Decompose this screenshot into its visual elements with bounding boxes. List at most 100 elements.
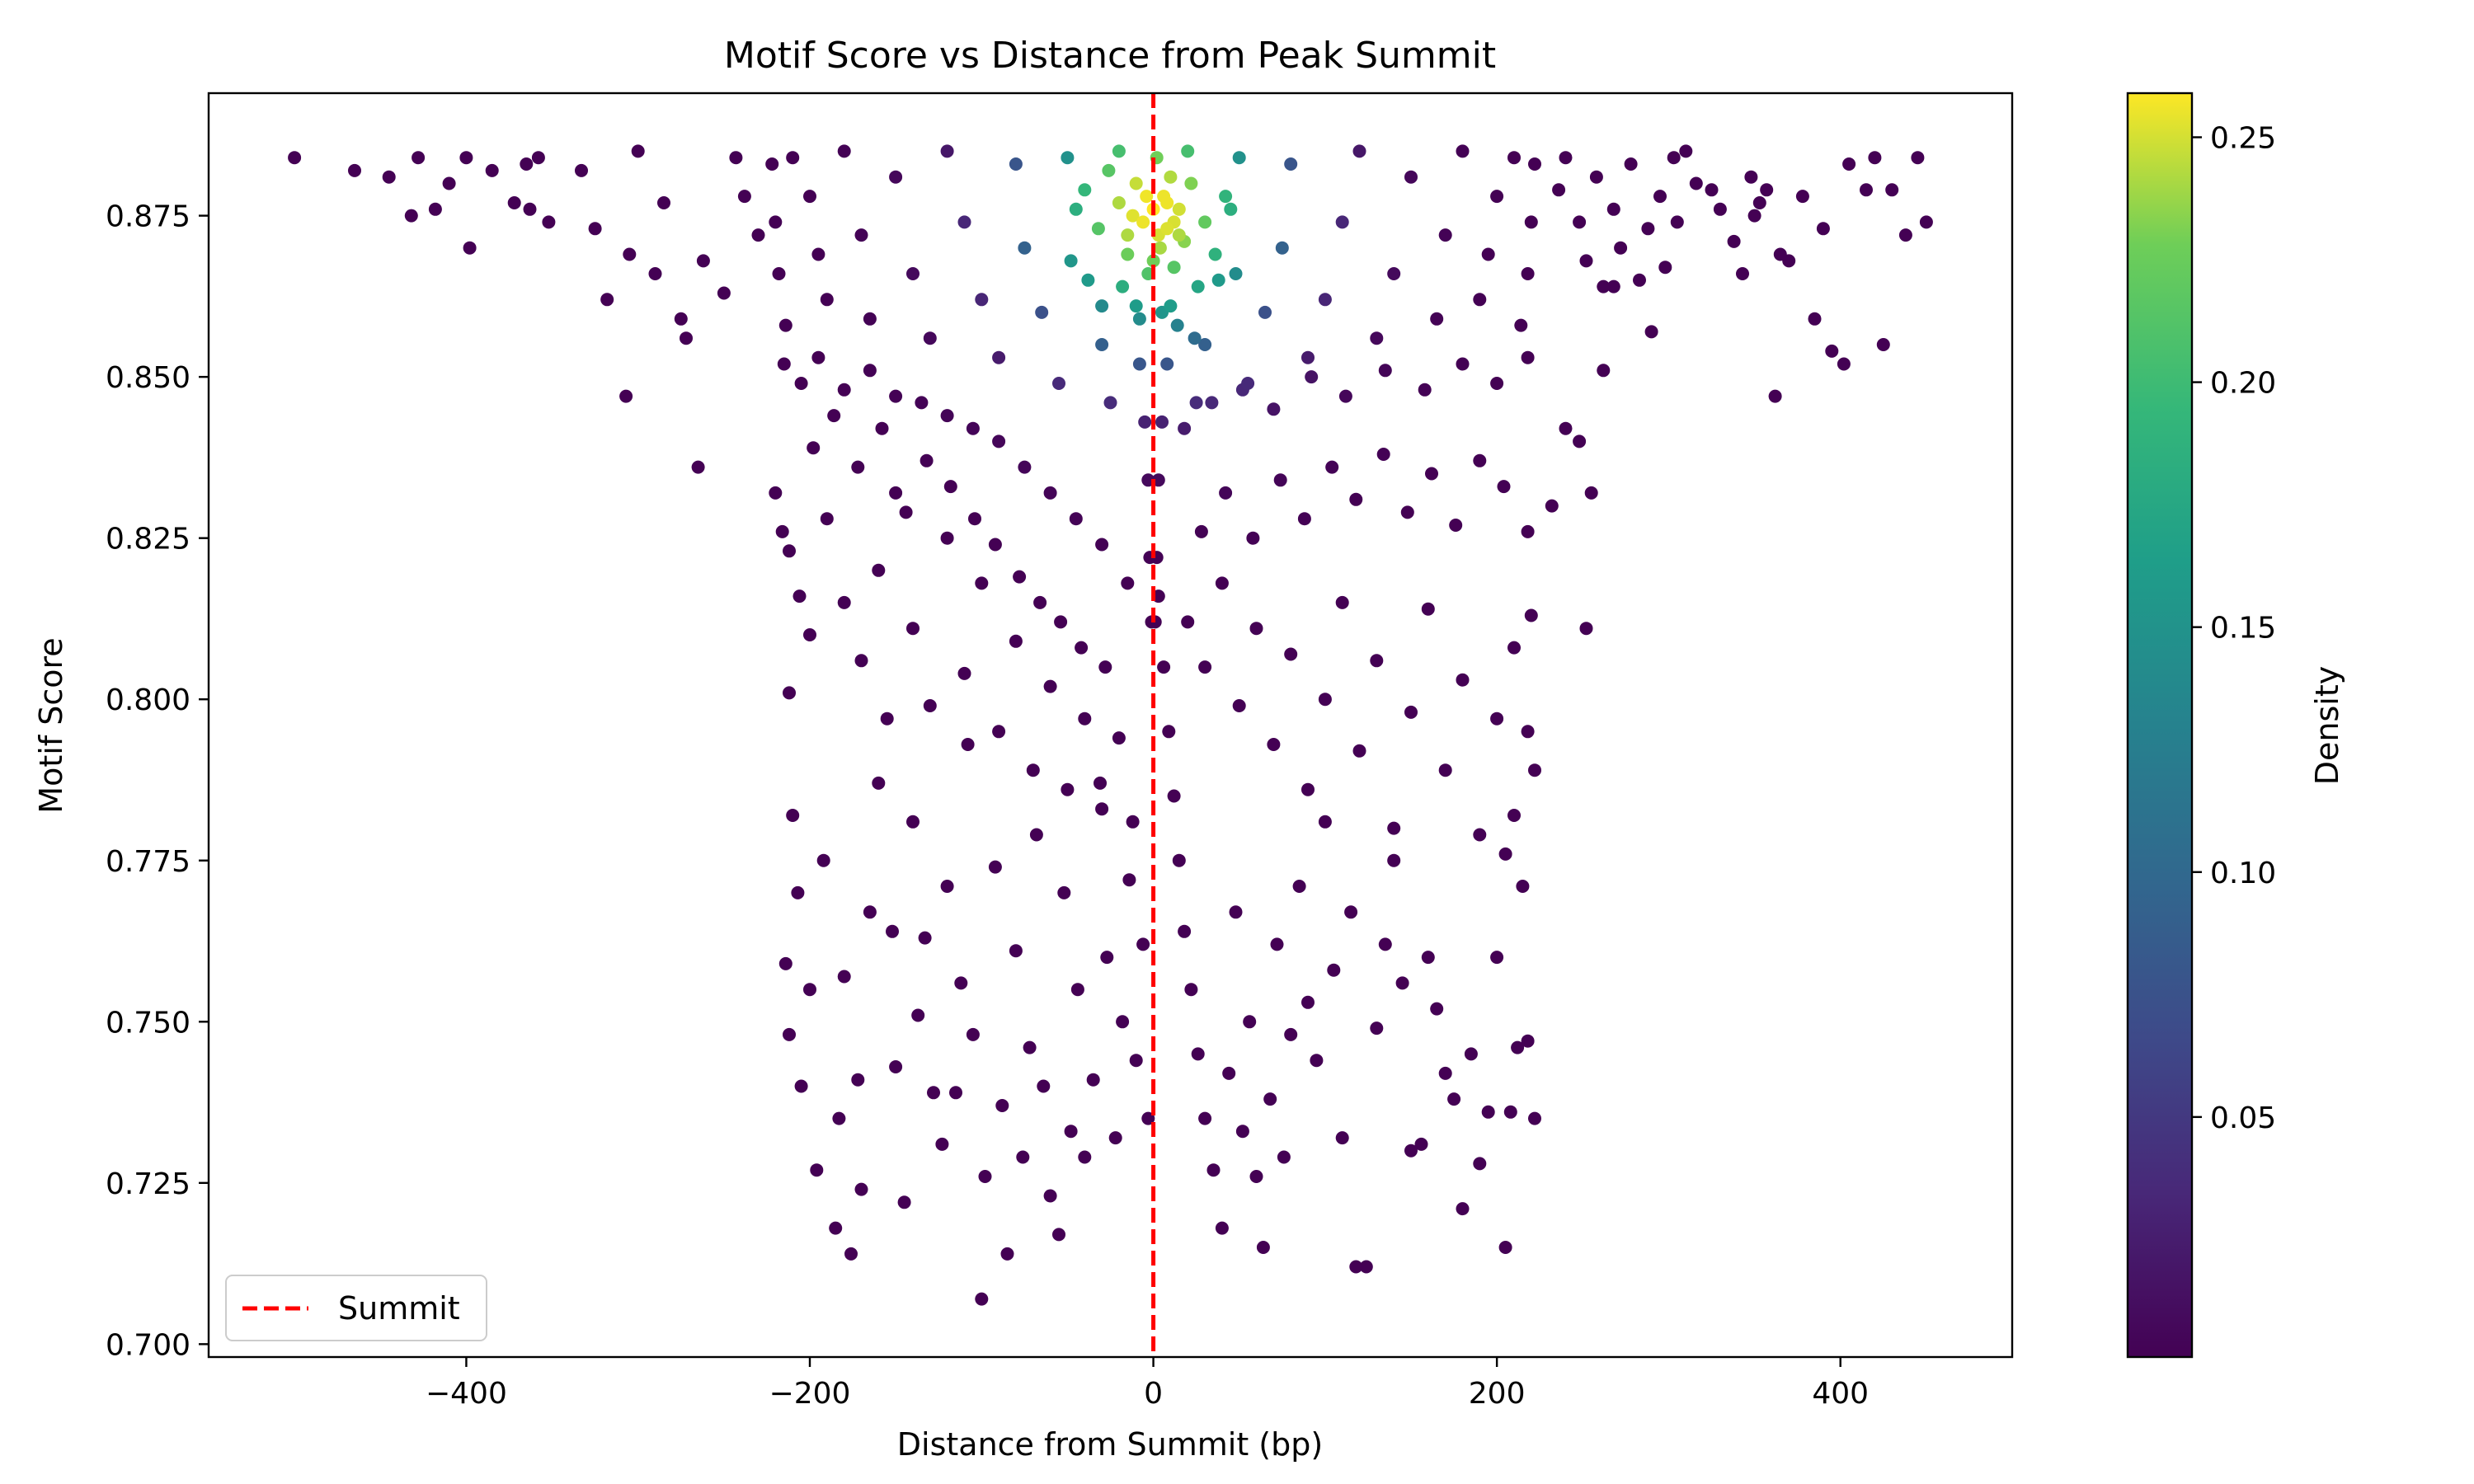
data-point — [1464, 1047, 1478, 1061]
legend-frame — [225, 1275, 487, 1341]
y-tick-label: 0.850 — [106, 361, 190, 395]
data-point — [1273, 473, 1287, 487]
data-point — [1497, 480, 1511, 494]
data-point — [906, 622, 920, 636]
data-point — [1075, 641, 1089, 655]
data-point — [1511, 1040, 1525, 1054]
data-point — [1132, 357, 1146, 371]
data-point — [949, 1086, 962, 1100]
data-point — [1078, 183, 1092, 197]
data-point — [1490, 190, 1504, 204]
data-point — [1000, 1247, 1014, 1261]
data-point — [1359, 1260, 1373, 1274]
data-point — [1507, 641, 1521, 655]
data-point — [1267, 402, 1281, 416]
data-point — [807, 441, 821, 455]
data-point — [1043, 679, 1057, 693]
data-point — [837, 595, 851, 609]
data-point — [1095, 802, 1109, 816]
data-point — [1121, 247, 1135, 261]
data-point — [691, 460, 705, 474]
data-point — [1026, 763, 1040, 777]
data-point — [1514, 318, 1528, 332]
colorbar-label: Density — [2309, 666, 2345, 785]
data-point — [657, 196, 670, 209]
data-point — [794, 1079, 808, 1093]
data-point — [1559, 421, 1573, 435]
data-point — [1153, 241, 1167, 255]
data-point — [957, 666, 971, 680]
data-point — [1795, 190, 1809, 204]
data-point — [1126, 209, 1140, 223]
data-point — [1301, 782, 1315, 796]
data-point — [863, 364, 877, 378]
data-point — [1208, 247, 1222, 261]
data-point — [1606, 202, 1620, 216]
data-point — [1184, 176, 1198, 190]
data-point — [1473, 1157, 1487, 1171]
data-point — [1456, 1202, 1470, 1216]
data-point — [1589, 170, 1603, 184]
data-point — [1898, 228, 1912, 242]
data-point — [1136, 937, 1150, 951]
data-point — [404, 209, 418, 223]
data-point — [1521, 267, 1535, 280]
data-point — [1325, 460, 1339, 474]
data-point — [1091, 222, 1105, 236]
data-point — [1545, 499, 1559, 513]
data-point — [827, 409, 841, 423]
data-point — [1277, 1150, 1291, 1164]
data-point — [1018, 241, 1032, 255]
data-point — [1370, 1021, 1384, 1036]
data-point — [1521, 524, 1535, 538]
data-point — [1215, 576, 1229, 590]
data-point — [1318, 293, 1332, 307]
data-point — [923, 331, 937, 345]
colorbar-tick-label: 0.05 — [2210, 1101, 2276, 1135]
data-point — [940, 531, 954, 545]
data-point — [940, 409, 954, 423]
data-point — [1521, 1034, 1535, 1048]
data-point — [1224, 202, 1238, 216]
data-point — [1172, 202, 1186, 216]
data-point — [1270, 937, 1284, 951]
data-point — [1837, 357, 1851, 371]
data-point — [442, 176, 456, 190]
data-point — [778, 318, 793, 332]
data-point — [1194, 524, 1208, 538]
x-tick-label: 400 — [1812, 1377, 1869, 1411]
data-point — [791, 885, 805, 899]
data-point — [1275, 241, 1289, 255]
data-point — [1069, 202, 1083, 216]
x-tick-label: 200 — [1469, 1377, 1526, 1411]
data-point — [1023, 1040, 1037, 1054]
data-point — [920, 453, 934, 467]
data-point — [1868, 151, 1882, 165]
data-point — [1219, 486, 1233, 500]
data-point — [968, 512, 981, 526]
data-point — [1747, 209, 1761, 223]
data-point — [1064, 1125, 1078, 1139]
data-point — [1172, 228, 1186, 242]
data-point — [765, 157, 779, 171]
data-point — [1232, 151, 1246, 165]
data-point — [1679, 144, 1693, 158]
data-point — [717, 286, 731, 300]
x-tick-label: −200 — [769, 1377, 851, 1411]
data-point — [1860, 183, 1873, 197]
data-point — [1116, 1015, 1130, 1029]
data-point — [1387, 267, 1401, 280]
data-point — [1155, 415, 1169, 429]
data-point — [1473, 453, 1487, 467]
data-point — [1132, 312, 1146, 326]
data-point — [811, 247, 825, 261]
data-point — [1095, 299, 1109, 313]
data-point — [1284, 157, 1298, 171]
colorbar-tick-label: 0.20 — [2210, 367, 2276, 401]
data-point — [811, 350, 825, 364]
data-point — [1370, 331, 1384, 345]
data-point — [992, 350, 1006, 364]
colorbar-tick-label: 0.25 — [2210, 121, 2276, 155]
data-point — [889, 389, 903, 403]
data-point — [1095, 538, 1109, 552]
